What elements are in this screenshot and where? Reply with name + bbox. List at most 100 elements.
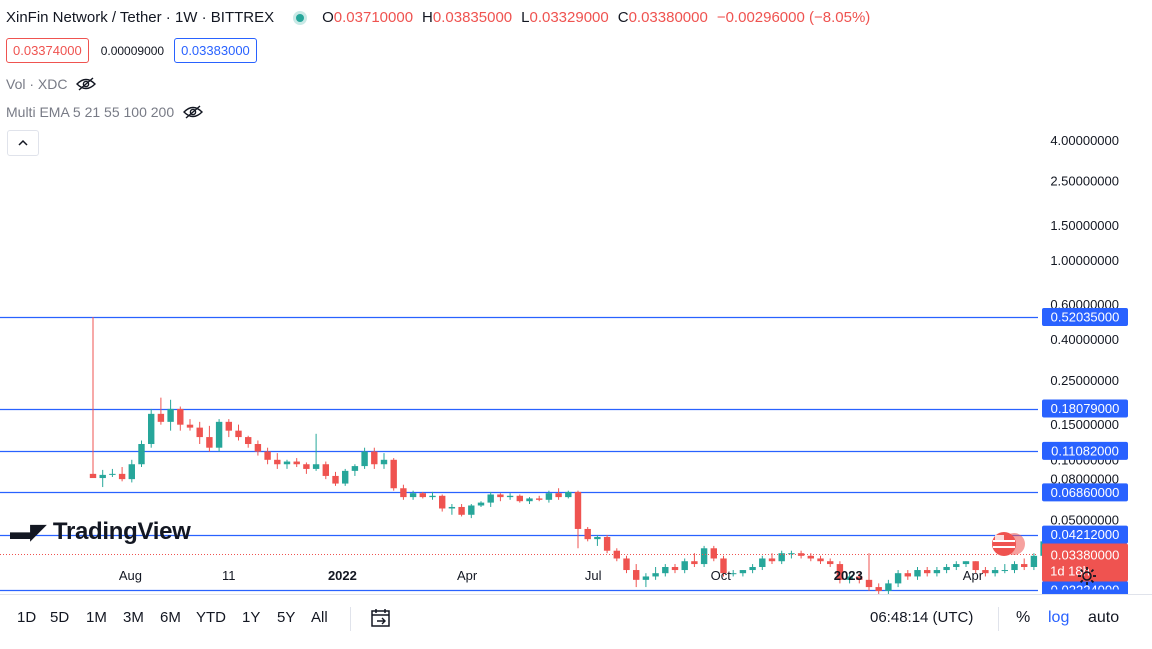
candle [400, 484, 407, 500]
candle-body [885, 583, 892, 591]
buy-button[interactable]: 0.03383000 [174, 38, 257, 63]
price-tick-label: 4.00000000 [1050, 133, 1119, 148]
candle-body [342, 470, 349, 484]
candle [390, 458, 397, 491]
range-1m-button[interactable]: 1M [86, 609, 107, 626]
candle [225, 419, 232, 438]
candle [846, 573, 853, 584]
candle-body [924, 570, 931, 574]
candle [953, 561, 960, 571]
ohlc-high-value: 0.03835000 [432, 9, 513, 26]
price-tick-label: 0.08000000 [1050, 472, 1119, 487]
price-tick-label: 1.00000000 [1050, 253, 1119, 268]
tradingview-logo[interactable]: ▬◤ TradingView [10, 518, 191, 546]
candle-body [245, 437, 252, 445]
candle [700, 545, 708, 567]
candle [671, 564, 679, 574]
flag-icon[interactable] [990, 530, 1028, 558]
candle-body [642, 576, 650, 580]
range-5d-button[interactable]: 5D [50, 609, 70, 626]
candle [924, 566, 931, 577]
candle [177, 406, 184, 431]
candle-body [953, 564, 960, 567]
candle [894, 570, 902, 588]
time-tick-label: Apr [963, 568, 984, 583]
candle-body [516, 495, 523, 502]
candle-body [1001, 570, 1008, 572]
indicator-volume-label: Vol · XDC [6, 76, 68, 92]
candle-body [380, 459, 388, 465]
tradingview-mark-icon: ▬◤ [10, 519, 47, 544]
collapse-legend-button[interactable] [7, 130, 39, 156]
utc-clock[interactable]: 06:48:14 (UTC) [870, 609, 974, 626]
range-3m-button[interactable]: 3M [123, 609, 144, 626]
candle [138, 440, 145, 468]
candle-body [827, 561, 834, 565]
candle [526, 497, 533, 505]
level-label-box [1042, 441, 1128, 460]
candle-body [759, 558, 766, 567]
candle-body [1030, 555, 1038, 567]
eye-off-icon[interactable] [182, 104, 204, 120]
time-tick-label: Jul [585, 568, 602, 583]
log-scale-toggle[interactable]: log [1048, 609, 1070, 626]
range-1d-button[interactable]: 1D [17, 609, 37, 626]
price-tick-label: 0.05000000 [1050, 512, 1119, 527]
candle-body [1011, 564, 1018, 571]
range-5y-button[interactable]: 5Y [277, 609, 296, 626]
candle-body [506, 495, 514, 498]
symbol-title[interactable]: XinFin Network / Tether · 1W · BITTREX [6, 9, 275, 26]
calendar-goto-icon[interactable] [370, 607, 392, 629]
range-all-button[interactable]: All [311, 609, 328, 626]
candle-body [497, 494, 504, 498]
candle [739, 570, 747, 577]
candle-body [148, 413, 155, 445]
candle-body [536, 498, 543, 500]
candle-body [710, 548, 717, 559]
candle [99, 469, 106, 488]
candle-body [962, 561, 970, 565]
range-ytd-button[interactable]: YTD [196, 609, 226, 626]
settings-gear-icon[interactable] [1077, 566, 1097, 586]
candle [89, 317, 97, 479]
indicator-ema[interactable]: Multi EMA 5 21 55 100 200 [6, 104, 204, 120]
range-6m-button[interactable]: 6M [160, 609, 181, 626]
level-label: 0.18079000 [1051, 401, 1120, 416]
candle-body [177, 408, 184, 425]
sell-button[interactable]: 0.03374000 [6, 38, 89, 63]
candle-body [235, 430, 242, 438]
candle-body [322, 464, 329, 476]
candles [89, 317, 1125, 594]
candle-body [836, 564, 844, 580]
candle [215, 419, 223, 452]
percent-scale-toggle[interactable]: % [1016, 609, 1031, 626]
candle-body [545, 493, 553, 500]
ohlc-close-value: 0.03380000 [628, 9, 708, 26]
candle [720, 555, 727, 577]
candle-body [409, 493, 417, 498]
candle [293, 458, 300, 468]
candle [914, 566, 921, 580]
time-tick-label: Oct [711, 568, 732, 583]
candle-body [768, 558, 776, 562]
time-axis: Aug 11 2022 Apr Jul Oct 2023 Apr [119, 568, 984, 583]
indicator-volume[interactable]: Vol · XDC [6, 76, 97, 92]
auto-scale-toggle[interactable]: auto [1088, 609, 1120, 626]
price-tick-label: 0.25000000 [1050, 373, 1119, 388]
candle-body [681, 561, 688, 571]
ohlc-high-key: H [422, 9, 433, 26]
candle [380, 453, 388, 469]
price-chart[interactable]: 4.00000000 2.50000000 1.50000000 1.00000000… [0, 0, 1152, 594]
candle-body [875, 587, 882, 591]
candle [264, 447, 271, 465]
candle-body [477, 502, 485, 506]
candle [778, 550, 785, 565]
range-1y-button[interactable]: 1Y [242, 609, 261, 626]
candle [875, 583, 882, 594]
candle-body [739, 570, 747, 574]
candle [759, 555, 766, 571]
ohlc-close-key: C [617, 9, 629, 26]
eye-off-icon[interactable] [75, 76, 97, 92]
candle-body [720, 558, 727, 574]
candle-body [128, 464, 135, 480]
